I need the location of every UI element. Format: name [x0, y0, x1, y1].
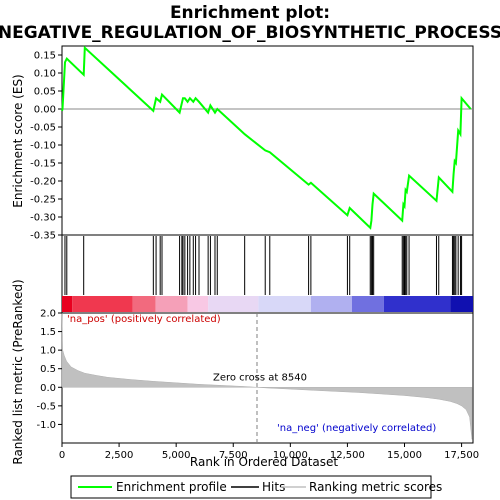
metric-ytick-label: 0.5 [40, 364, 56, 375]
enrichment-plot-frame [62, 46, 473, 235]
es-ytick-label: 0.05 [34, 87, 56, 98]
zero-cross-annotation: Zero cross at 8540 [213, 372, 307, 383]
legend-label-metric: Ranking metric scores [309, 480, 442, 494]
es-ytick-label: -0.10 [30, 141, 56, 152]
color-bar-segment [208, 296, 258, 312]
metric-y-axis-title: Ranked list metric (PreRanked) [11, 279, 25, 464]
metric-xtick-label: 15,000 [387, 450, 422, 461]
es-ytick-label: -0.25 [30, 195, 56, 206]
metric-ytick-label: -1.0 [36, 420, 56, 431]
metric-ytick-label: 1.5 [40, 327, 56, 338]
chart-title-line1: Enrichment plot: [170, 3, 330, 23]
es-ytick-label: 0.15 [34, 51, 56, 62]
metric-xtick-label: 17,500 [444, 450, 479, 461]
es-ytick-label: 0.00 [34, 105, 56, 116]
color-bar-segment [384, 296, 450, 312]
metric-ytick-label: 1.0 [40, 346, 56, 357]
legend: Enrichment profile Hits Ranking metric s… [71, 476, 442, 498]
metric-ytick-label: 2.0 [40, 309, 56, 320]
color-bar-segment [62, 296, 72, 312]
metric-x-axis-title: Rank in Ordered Dataset [190, 455, 338, 469]
hits-panel [62, 235, 473, 313]
legend-label-profile: Enrichment profile [116, 480, 227, 494]
metric-xtick-label: 2,500 [105, 450, 134, 461]
metric-ytick-label: -0.5 [36, 401, 56, 412]
color-bar-segment [133, 296, 156, 312]
color-bar-segment [188, 296, 209, 312]
pos-annotation: 'na_pos' (positively correlated) [67, 314, 221, 325]
enrichment-panel: -0.35 -0.30 -0.25 -0.20 -0.15 -0.10 -0.05 0.00 0… [11, 46, 473, 242]
color-bar-segment [352, 296, 384, 312]
metric-ytick-label: 0.0 [40, 383, 56, 394]
es-y-axis-title: Enrichment score (ES) [11, 74, 25, 207]
metric-xtick-label: 0 [59, 450, 65, 461]
es-ytick-label: -0.35 [30, 231, 56, 242]
es-ytick-label: 0.10 [34, 69, 56, 80]
metric-xtick-label: 5,000 [162, 450, 191, 461]
color-bar-segment [450, 296, 473, 312]
es-ytick-label: -0.20 [30, 177, 56, 188]
rank-color-bar [62, 296, 473, 312]
color-bar-segment [258, 296, 311, 312]
color-bar-segment [72, 296, 133, 312]
color-bar-segment [311, 296, 352, 312]
es-ytick-label: -0.05 [30, 123, 56, 134]
chart-title-line2: NEGATIVE_REGULATION_OF_BIOSYNTHETIC_PROC… [0, 23, 500, 43]
neg-annotation: 'na_neg' (negatively correlated) [277, 423, 436, 434]
es-ytick-label: -0.15 [30, 159, 56, 170]
es-ytick-label: -0.30 [30, 213, 56, 224]
color-bar-segment [156, 296, 188, 312]
